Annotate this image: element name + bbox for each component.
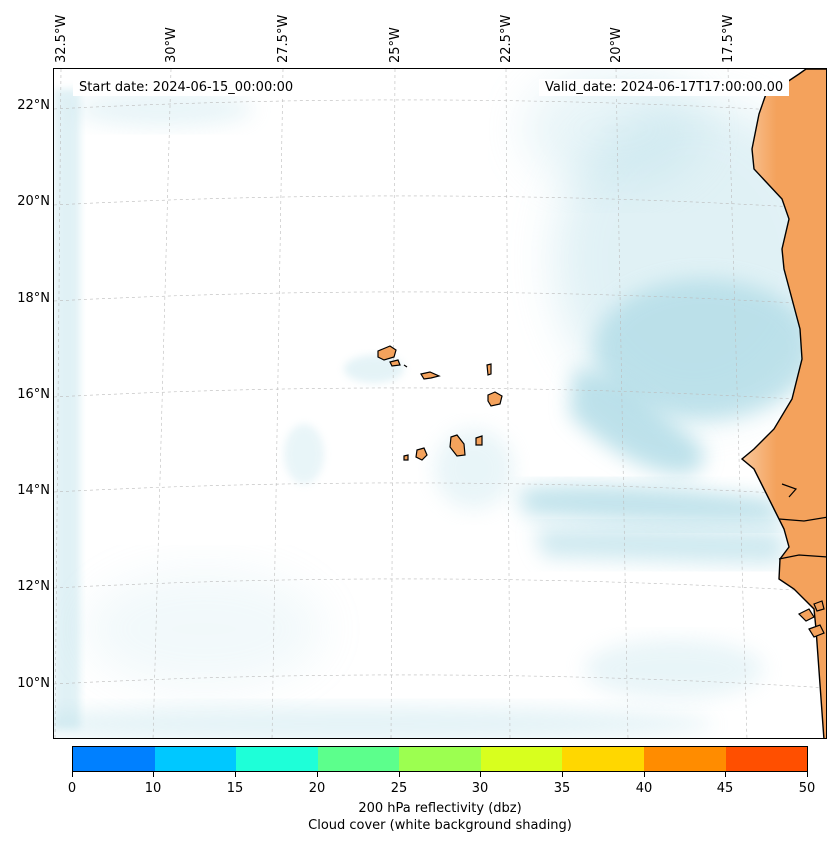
colorbar-label-20: 20 (308, 781, 326, 796)
cloud-band-diagonal (569, 369, 705, 475)
colorbar-label-45: 45 (716, 781, 734, 796)
colorbar-segment-10-15 (154, 747, 237, 771)
latitude-label-14n: 14°N (17, 483, 50, 498)
colorbar-tick (153, 772, 154, 777)
colorbar-label-50: 50 (798, 781, 816, 796)
longitude-label-25w: 25°W (388, 27, 403, 63)
parallel-14n (54, 482, 826, 497)
colorbar-subtitle: Cloud cover (white background shading) (308, 818, 572, 833)
colorbar-label-10: 10 (144, 781, 162, 796)
island-santa-luzia (403, 364, 408, 368)
longitude-label-30w: 30°W (164, 27, 179, 63)
west-africa-landmass (740, 69, 826, 738)
longitude-label-27-5w: 27.5°W (276, 14, 291, 63)
colorbar-label-0: 0 (67, 781, 77, 796)
map-panel: Start date: 2024-06-15_00:00:00 Valid_da… (53, 68, 827, 739)
latitude-label-20n: 20°N (17, 194, 50, 209)
latitude-label-12n: 12°N (17, 579, 50, 594)
parallel-12n (54, 578, 826, 593)
colorbar-segment-35-40 (562, 747, 644, 771)
meridian-22-5w (505, 69, 511, 738)
colorbar-segment-20-25 (317, 747, 400, 771)
longitude-label-22-5w: 22.5°W (499, 14, 514, 63)
cloud-region-north-east (524, 69, 704, 189)
cloud-region-east-core (594, 279, 814, 419)
colorbar-tick (644, 772, 645, 777)
island-santiago (449, 434, 466, 457)
cloud-region-west-edge (54, 89, 80, 729)
island-brava (403, 454, 409, 461)
longitude-label-17-5w: 17.5°W (721, 14, 736, 63)
island-boa-vista (487, 391, 503, 407)
cloud-band-14n (519, 484, 784, 525)
cloud-region-south-band (54, 706, 714, 738)
colorbar-tick (72, 772, 73, 777)
meridian-25w (390, 69, 396, 738)
island-sal (486, 363, 492, 376)
reflectivity-colorbar (72, 746, 808, 772)
colorbar-segment-30-35 (480, 747, 563, 771)
colorbar-tick (562, 772, 563, 777)
island-maio (475, 435, 483, 446)
colorbar-tick (399, 772, 400, 777)
parallel-18n (54, 291, 826, 306)
latitude-label-10n: 10°N (17, 676, 50, 691)
colorbar-segment-25-30 (399, 747, 481, 771)
map-canvas (54, 69, 826, 738)
island-sao-vicente (389, 359, 401, 367)
cloud-region-south-east (584, 639, 764, 699)
island-fogo (415, 447, 428, 461)
colorbar-label-40: 40 (635, 781, 653, 796)
bijagos-island-2 (808, 624, 825, 638)
cloud-region-north-strip (74, 91, 254, 127)
colorbar-segment-0-10 (73, 747, 155, 771)
africa-land (740, 69, 826, 738)
meridian-17-5w (727, 69, 748, 738)
start-date-label: Start date: 2024-06-15_00:00:00 (73, 79, 300, 96)
longitude-label-20w: 20°W (609, 27, 624, 63)
colorbar-tick (317, 772, 318, 777)
parallel-10n (54, 674, 826, 689)
parallel-20n (54, 195, 826, 210)
colorbar-label-30: 30 (471, 781, 489, 796)
colorbar-tick (480, 772, 481, 777)
parallel-16n (54, 387, 826, 402)
colorbar-label-35: 35 (553, 781, 571, 796)
colorbar-label-25: 25 (390, 781, 408, 796)
colorbar-segment-15-20 (236, 747, 318, 771)
cloud-region-south-west (84, 569, 324, 689)
colorbar-title: 200 hPa reflectivity (dbz) (358, 801, 522, 816)
longitude-label-32-5w: 32.5°W (54, 14, 69, 63)
bijagos-island-1 (797, 608, 815, 622)
latitude-label-22n: 22°N (17, 98, 50, 113)
senegal-river-estuary (781, 483, 798, 498)
guinea-bissau-border (778, 554, 826, 560)
gambia-border (778, 516, 826, 522)
parallel-22n (54, 99, 826, 114)
colorbar-segment-40-45 (643, 747, 726, 771)
colorbar-tick (807, 772, 808, 777)
colorbar-tick (725, 772, 726, 777)
cloud-cover-shading (54, 69, 826, 738)
bijagos-island-3 (813, 600, 825, 612)
valid-date-label: Valid_date: 2024-06-17T17:00:00.00 (539, 79, 790, 96)
cloud-region-islands-south (434, 429, 514, 509)
meridian-27-5w (271, 69, 284, 738)
colorbar-segment-45-50 (725, 747, 808, 771)
meridian-32-5w (54, 69, 62, 738)
meridian-30w (152, 69, 172, 738)
cloud-region-islands (344, 355, 404, 383)
meridian-20w (615, 69, 629, 738)
latitude-label-18n: 18°N (17, 291, 50, 306)
cloud-region-mid-west (284, 424, 324, 484)
island-santo-antao (377, 345, 397, 361)
latitude-label-16n: 16°N (17, 387, 50, 402)
cloud-band-13n (534, 526, 784, 564)
island-sao-nicolau (420, 371, 441, 380)
graticule (54, 69, 826, 738)
cape-verde-islands (377, 345, 503, 461)
colorbar-label-15: 15 (226, 781, 244, 796)
colorbar-tick (235, 772, 236, 777)
